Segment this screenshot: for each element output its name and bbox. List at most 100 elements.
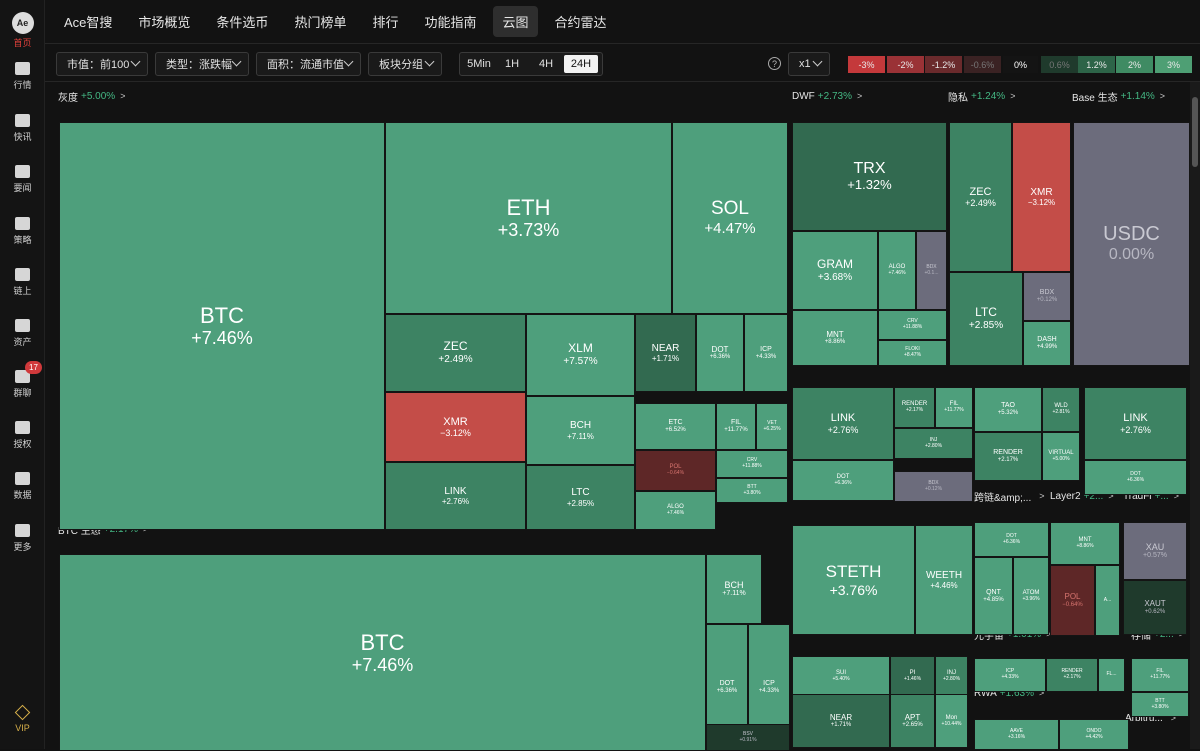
coin-tile[interactable]: SOL +4.47% [672, 122, 788, 314]
sidebar-item-flash[interactable]: 快讯 [0, 106, 45, 150]
coin-tile[interactable]: BSV +0.91% [706, 724, 790, 751]
help-icon[interactable]: ? [768, 57, 781, 70]
coin-tile[interactable]: BDX +0.12% [894, 471, 973, 502]
coin-tile[interactable]: FIL +11.77% [1131, 658, 1189, 692]
coin-tile[interactable]: A... [1095, 565, 1120, 636]
market-cap-dropdown[interactable]: 市值：前100 [56, 52, 148, 76]
coin-tile[interactable]: POL −0.64% [635, 450, 716, 491]
coin-tile[interactable]: USDC 0.00% [1073, 122, 1190, 366]
coin-tile[interactable]: ZEC +2.49% [385, 314, 526, 392]
coin-tile[interactable]: ETH +3.73% [385, 122, 672, 314]
coin-tile[interactable]: XMR −3.12% [1012, 122, 1071, 272]
coin-tile[interactable]: INJ +2.80% [935, 656, 968, 696]
tab-heatmap[interactable]: 云图 [493, 6, 538, 37]
tab-guide[interactable]: 功能指南 [424, 15, 477, 30]
coin-tile[interactable]: BTC +7.46% [59, 122, 385, 530]
coin-tile[interactable]: DOT +6.36% [696, 314, 744, 392]
coin-tile[interactable]: BTT +3.80% [716, 478, 788, 503]
coin-tile[interactable]: CRV +11.88% [716, 450, 788, 478]
coin-tile[interactable]: ETC +6.52% [635, 403, 716, 450]
sector-header[interactable]: Layer2 +2... > [1050, 489, 1114, 503]
coin-tile[interactable]: FIL +11.77% [716, 403, 756, 450]
coin-tile[interactable]: TRX +1.32% [792, 122, 947, 231]
sidebar-item-home[interactable]: Ae 首页 [0, 8, 45, 52]
sidebar-item-auth[interactable]: 授权 [0, 413, 45, 457]
sector-header[interactable]: 跨链&amp;... > [974, 489, 1045, 503]
coin-tile[interactable]: DOT +6.36% [974, 522, 1049, 557]
timeframe-5min[interactable]: 5Min [467, 58, 491, 70]
sidebar-item-assets[interactable]: 资产 [0, 311, 45, 355]
sidebar-item-strategy[interactable]: 策略 [0, 209, 45, 253]
sidebar-item-news[interactable]: 要闻 [0, 157, 45, 201]
coin-tile[interactable]: LINK +2.76% [792, 387, 894, 460]
coin-tile[interactable]: QNT +4.85% [974, 557, 1013, 635]
coin-tile[interactable]: WLD +2.81% [1042, 387, 1080, 432]
coin-tile[interactable]: POL −0.64% [1050, 565, 1095, 636]
coin-tile[interactable]: LINK +2.76% [1084, 387, 1187, 460]
coin-tile[interactable]: BDX +0.1... [916, 231, 947, 310]
coin-tile[interactable]: NEAR +1.71% [792, 694, 890, 748]
coin-tile[interactable]: BTC +7.46% [59, 554, 706, 751]
coin-tile[interactable]: BDX +0.12% [1023, 272, 1071, 321]
coin-tile[interactable]: APT +2.65% [890, 694, 935, 748]
coin-tile[interactable]: LTC +2.85% [526, 465, 635, 530]
coin-tile[interactable]: VET +6.25% [756, 403, 788, 450]
coin-tile[interactable]: RENDER +2.17% [894, 387, 935, 428]
area-dropdown[interactable]: 面积：流通市值 [256, 52, 361, 76]
coin-tile[interactable]: ALGO +7.46% [635, 491, 716, 530]
timeframe-1h[interactable]: 1H [504, 58, 520, 70]
sector-group-dropdown[interactable]: 板块分组 [368, 52, 442, 76]
coin-tile[interactable]: MNT +8.86% [792, 310, 878, 366]
coin-tile[interactable]: XAU +0.57% [1123, 522, 1187, 580]
coin-tile[interactable]: INJ +2.80% [894, 428, 973, 459]
coin-tile[interactable]: Mon +10.44% [935, 694, 968, 748]
coin-tile[interactable]: CRV +11.88% [878, 310, 947, 340]
coin-tile[interactable]: ZEC +2.49% [949, 122, 1012, 272]
sidebar-item-market[interactable]: 行情 [0, 54, 45, 98]
sector-header[interactable]: TradFi +... > [1123, 489, 1179, 503]
coin-tile[interactable]: XMR −3.12% [385, 392, 526, 462]
coin-tile[interactable]: LTC +2.85% [949, 272, 1023, 366]
coin-tile[interactable]: FLOKI +8.47% [878, 340, 947, 366]
sector-header[interactable]: 隐私 +1.24% > [948, 89, 1015, 104]
coin-tile[interactable]: DOT +6.36% [1084, 460, 1187, 495]
coin-tile[interactable]: GRAM +3.68% [792, 231, 878, 310]
sector-header[interactable]: RWA +1.63% > [974, 686, 1044, 700]
coin-tile[interactable]: ONDO +4.42% [1059, 719, 1129, 750]
scrollbar-thumb[interactable] [1192, 97, 1198, 167]
coin-tile[interactable]: WEETH +4.46% [915, 525, 973, 635]
timeframe-24h[interactable]: 24H [564, 55, 598, 73]
coin-tile[interactable]: ICP +4.33% [744, 314, 788, 392]
sidebar-item-chat[interactable]: 17 群聊 [0, 360, 45, 406]
sector-header[interactable]: DWF +2.73% > [792, 89, 862, 103]
sidebar-item-vip[interactable]: VIP [0, 698, 45, 742]
sector-header[interactable]: Base 生态 +1.14% > [1072, 89, 1165, 104]
coin-tile[interactable]: RENDER +2.17% [974, 432, 1042, 481]
coin-tile[interactable]: FL... [1098, 658, 1125, 692]
sidebar-item-onchain[interactable]: 链上 [0, 260, 45, 304]
coin-tile[interactable]: VIRTUAL +5.00% [1042, 432, 1080, 481]
coin-tile[interactable]: RENDER +2.17% [1046, 658, 1098, 692]
coin-tile[interactable]: STETH +3.76% [792, 525, 915, 635]
tab-ace-search[interactable]: Ace智搜 [64, 15, 113, 30]
type-dropdown[interactable]: 类型：涨跌幅 [155, 52, 249, 76]
coin-tile[interactable]: BTT +3.80% [1131, 692, 1189, 717]
coin-tile[interactable]: DOT +6.36% [792, 460, 894, 501]
coin-tile[interactable]: XAUT +0.62% [1123, 580, 1187, 635]
coin-tile[interactable]: TAO +5.32% [974, 387, 1042, 432]
coin-tile[interactable]: AAVE +3.16% [974, 719, 1059, 750]
tab-screener[interactable]: 条件选币 [216, 15, 269, 30]
sector-header[interactable]: Arbitru... > [1125, 711, 1176, 725]
coin-tile[interactable]: XLM +7.57% [526, 314, 635, 396]
coin-tile[interactable]: ATOM +3.96% [1013, 557, 1049, 635]
timeframe-4h[interactable]: 4H [538, 58, 554, 70]
sector-header[interactable]: 灰度 +5.00% > [58, 89, 125, 104]
tab-contract-radar[interactable]: 合约雷达 [554, 15, 607, 30]
tab-ranking[interactable]: 排行 [372, 15, 399, 30]
coin-tile[interactable]: MNT +8.86% [1050, 522, 1120, 565]
multiplier-dropdown[interactable]: x1 [788, 52, 830, 76]
sidebar-item-more[interactable]: 更多 [0, 516, 45, 560]
coin-tile[interactable]: DASH +4.99% [1023, 321, 1071, 366]
coin-tile[interactable]: BCH +7.11% [706, 554, 762, 624]
coin-tile[interactable]: PI +1.46% [890, 656, 935, 696]
